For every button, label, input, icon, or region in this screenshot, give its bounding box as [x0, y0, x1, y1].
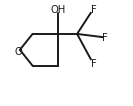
Text: OH: OH — [51, 5, 66, 15]
Text: F: F — [91, 5, 96, 15]
Text: F: F — [102, 33, 108, 43]
Text: F: F — [91, 59, 96, 69]
Text: O: O — [15, 47, 23, 57]
